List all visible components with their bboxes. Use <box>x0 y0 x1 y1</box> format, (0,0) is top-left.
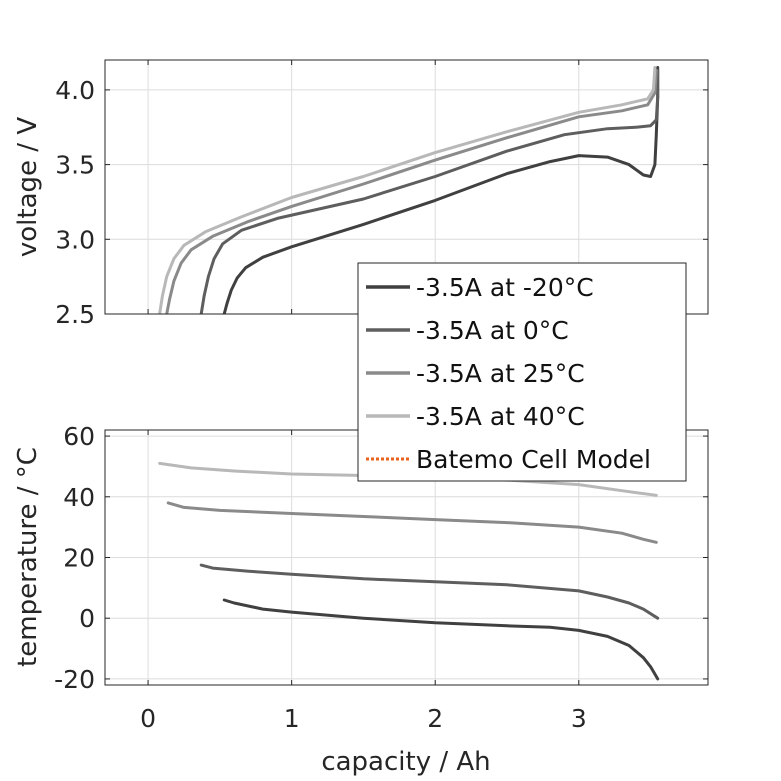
legend-label: -3.5A at 0°C <box>416 316 569 345</box>
x-tick-label: 1 <box>284 704 300 733</box>
temperature-y-tick-label: 20 <box>63 544 95 573</box>
legend-entries: -3.5A at -20°C -3.5A at 0°C -3.5A at 25°C -… <box>366 273 651 474</box>
temperature-y-tick-label: 0 <box>79 604 95 633</box>
temperature-y-tick-label: -20 <box>54 665 95 694</box>
temperature-y-tick-label: 60 <box>63 422 95 451</box>
voltage-series <box>158 66 660 314</box>
voltage-series-line-2 <box>199 69 660 314</box>
legend-label: Batemo Cell Model <box>416 445 651 474</box>
x-axis-label: capacity / Ah <box>321 747 490 777</box>
legend-label: -3.5A at 25°C <box>416 359 585 388</box>
voltage-y-tick-label: 3.5 <box>55 151 95 180</box>
x-tick-label: 2 <box>427 704 443 733</box>
voltage-y-tick-label: 3.0 <box>55 225 95 254</box>
temperature-y-axis-label: temperature / °C <box>13 447 43 667</box>
temperature-ticks: 0 1 2 3 -20 0 20 40 60 <box>54 422 708 733</box>
temperature-series-line-2 <box>199 563 660 620</box>
temperature-series-line-3 <box>166 501 658 544</box>
x-tick-label: 3 <box>571 704 587 733</box>
temperature-series-line-1 <box>222 598 660 681</box>
voltage-series-line-1 <box>222 66 660 314</box>
voltage-series-line-4 <box>158 66 657 314</box>
voltage-y-axis-label: voltage / V <box>13 117 43 257</box>
voltage-series-line-3 <box>165 69 658 314</box>
voltage-y-tick-label: 4.0 <box>55 76 95 105</box>
legend-label: -3.5A at -20°C <box>416 273 594 302</box>
legend: -3.5A at -20°C -3.5A at 0°C -3.5A at 25°C -… <box>357 262 687 482</box>
voltage-y-tick-label: 2.5 <box>55 300 95 329</box>
temperature-y-tick-label: 40 <box>63 483 95 512</box>
voltage-grid <box>105 60 708 315</box>
legend-label: -3.5A at 40°C <box>416 402 585 431</box>
x-tick-label: 0 <box>140 704 156 733</box>
legend-box <box>357 262 687 482</box>
